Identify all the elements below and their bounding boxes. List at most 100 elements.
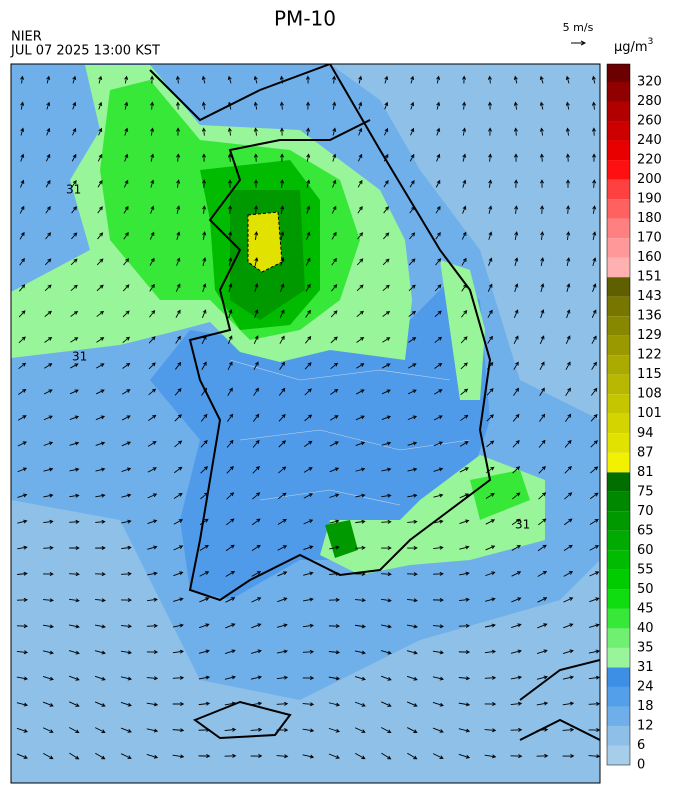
- wind-arrow: [224, 727, 237, 732]
- wind-arrow: [383, 232, 390, 240]
- wind-arrow: [16, 702, 29, 707]
- wind-arrow: [252, 492, 261, 500]
- wind-arrow: [565, 101, 570, 110]
- wind-arrow: [173, 519, 184, 525]
- wind-arrow: [513, 361, 519, 370]
- wind-arrow: [354, 650, 366, 655]
- wind-arrow: [461, 310, 468, 318]
- wind-arrow: [43, 572, 54, 577]
- wind-arrow: [357, 232, 364, 240]
- wind-arrow: [484, 675, 497, 680]
- wind-arrow: [487, 283, 493, 292]
- wind-arrow: [279, 75, 284, 84]
- wind-arrow: [70, 284, 78, 292]
- wind-arrow: [381, 727, 392, 733]
- wind-arrow: [96, 310, 105, 317]
- wind-arrow: [280, 205, 285, 214]
- wind-arrow: [510, 675, 523, 680]
- wind-arrow: [43, 493, 54, 498]
- wind-arrow: [279, 335, 285, 344]
- color-segment: [607, 160, 630, 180]
- wind-arrow: [435, 231, 441, 240]
- wind-arrow: [228, 257, 233, 267]
- wind-arrow: [538, 492, 547, 500]
- color-segment: [607, 140, 630, 161]
- wind-arrow: [562, 701, 575, 706]
- level-label: 320: [637, 75, 662, 90]
- wind-arrow: [46, 75, 51, 84]
- wind-arrow: [458, 623, 471, 628]
- wind-arrow: [331, 205, 337, 214]
- wind-arrow: [538, 465, 546, 474]
- wind-arrow: [124, 101, 129, 110]
- wind-arrow: [329, 467, 340, 473]
- wind-arrow: [540, 205, 545, 214]
- wind-arrow: [589, 623, 600, 628]
- wind-arrow: [228, 283, 233, 293]
- wind-arrow: [537, 623, 548, 629]
- wind-arrow: [16, 676, 29, 681]
- wind-arrow: [174, 466, 183, 474]
- wind-arrow: [176, 257, 181, 266]
- level-label: 115: [637, 367, 662, 382]
- color-segment: [607, 277, 630, 297]
- level-label: 24: [637, 679, 654, 694]
- wind-arrow: [355, 441, 366, 446]
- wind-arrow: [146, 650, 159, 655]
- wind-arrow: [510, 754, 523, 759]
- wind-arrow: [225, 544, 235, 552]
- color-segment: [607, 179, 630, 200]
- wind-arrow: [172, 754, 185, 759]
- wind-arrow: [276, 675, 289, 680]
- wind-arrow: [279, 101, 284, 110]
- wind-arrow: [278, 466, 287, 474]
- color-segment: [607, 394, 630, 414]
- wind-arrow: [120, 624, 132, 629]
- wind-arrow: [435, 179, 441, 188]
- wind-arrow: [121, 598, 132, 603]
- wind-arrow: [562, 727, 575, 732]
- level-label: 260: [637, 114, 662, 129]
- wind-arrow: [44, 363, 53, 369]
- wind-arrow: [250, 675, 263, 680]
- wind-arrow: [45, 206, 51, 214]
- wind-arrow: [176, 153, 181, 162]
- wind-arrow: [591, 335, 597, 344]
- wind-arrow: [95, 467, 106, 472]
- wind-arrow: [148, 388, 157, 396]
- wind-arrow: [43, 415, 53, 421]
- wind-arrow: [43, 752, 54, 760]
- wind-arrow: [224, 701, 237, 706]
- wind-arrow: [536, 701, 549, 706]
- wind-arrow: [98, 127, 103, 136]
- wind-arrow: [382, 258, 390, 266]
- wind-arrow: [383, 206, 389, 214]
- wind-arrow: [279, 309, 285, 318]
- wind-arrow: [357, 205, 363, 214]
- wind-arrow: [588, 728, 600, 733]
- wind-arrow: [407, 493, 418, 498]
- wind-arrow: [71, 180, 77, 188]
- wind-arrow: [407, 389, 417, 395]
- wind-arrow: [44, 310, 52, 318]
- wind-arrow: [358, 127, 363, 136]
- wind-arrow: [563, 597, 574, 603]
- colorbar: 0 6 12 18 24 31 35 40 45 50 55 60 65 70 75 81 87 94 101 108…: [606, 63, 662, 773]
- wind-arrow: [510, 701, 523, 706]
- wind-arrow: [590, 413, 598, 422]
- color-segment: [607, 82, 630, 102]
- wind-arrow: [148, 362, 156, 370]
- wind-arrow: [201, 309, 207, 319]
- wind-arrow: [69, 363, 79, 369]
- wind-arrow: [485, 571, 496, 577]
- wind-arrow: [253, 387, 259, 396]
- wind-arrow: [513, 75, 518, 84]
- color-segment: [607, 608, 630, 629]
- level-label: 220: [637, 153, 662, 168]
- wind-arrow: [591, 309, 597, 318]
- wind-arrow: [539, 101, 544, 110]
- wind-arrow: [355, 545, 366, 550]
- wind-arrow: [406, 675, 418, 681]
- wind-arrow: [462, 179, 467, 188]
- wind-arrow: [306, 179, 311, 188]
